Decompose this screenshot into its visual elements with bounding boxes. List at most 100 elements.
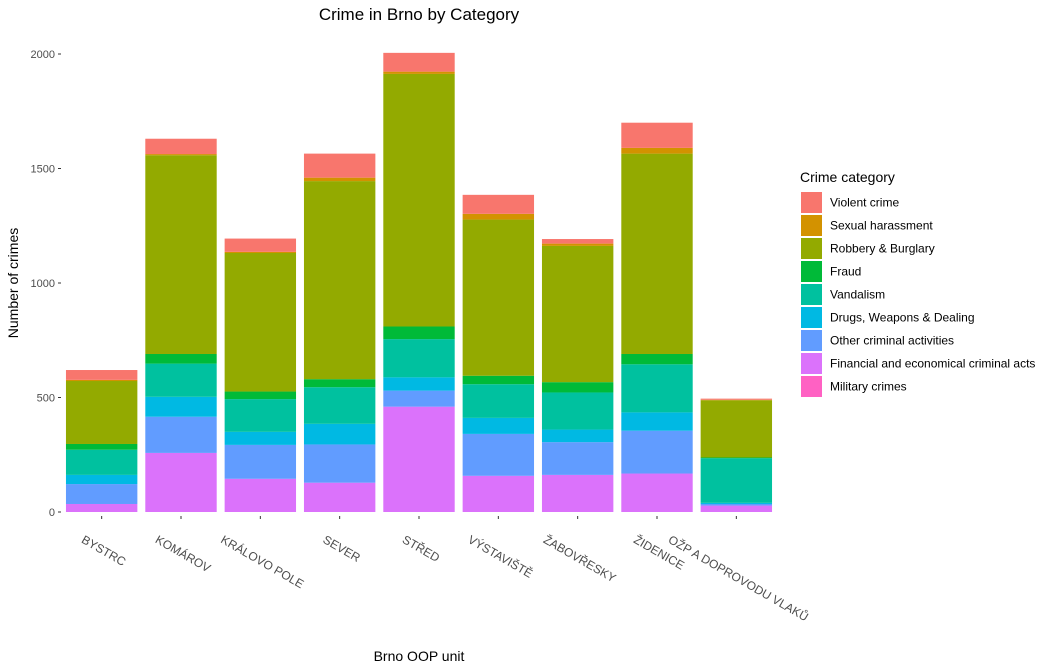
bar-segment	[224, 251, 297, 254]
bar-segment	[621, 147, 693, 154]
bar-segment	[145, 452, 217, 512]
bar-segment	[541, 245, 614, 383]
bar-segment	[224, 431, 297, 445]
bar-segment	[541, 429, 614, 443]
bar-segment	[383, 377, 455, 391]
x-tick-label: KRÁLOVO POLE	[218, 532, 306, 592]
y-axis: 0 500 1000 1500 2000	[31, 49, 61, 519]
bars-group	[65, 52, 773, 512]
y-tick-label: 2000	[31, 49, 55, 61]
bar-segment	[621, 473, 693, 512]
bar-segment	[224, 478, 297, 512]
x-tick-label: BYSTRC	[79, 532, 128, 569]
bar-segment	[541, 243, 614, 246]
chart-title: Crime in Brno by Category	[319, 5, 520, 24]
bar-segment	[303, 177, 376, 182]
bar-segment	[541, 474, 614, 512]
legend-swatch	[801, 353, 822, 374]
bar-segment	[65, 474, 138, 485]
bar-segment	[145, 363, 217, 397]
y-tick-label: 0	[49, 507, 55, 519]
legend-label: Sexual harassment	[830, 219, 933, 233]
legend-title: Crime category	[800, 169, 895, 185]
y-axis-title: Number of crimes	[5, 228, 21, 338]
legend: Crime category Violent crime Sexual haras…	[800, 169, 1035, 397]
bar-segment	[303, 181, 376, 380]
legend-swatch	[801, 238, 822, 259]
bar-segment	[621, 364, 693, 413]
bar-segment	[621, 153, 693, 354]
bar-segment	[462, 213, 535, 220]
bar-segment	[700, 503, 773, 506]
bar-segment	[303, 423, 376, 445]
bar-segment	[462, 375, 535, 385]
bar-segment	[383, 73, 455, 327]
bar-segment	[303, 153, 376, 178]
bar-segment	[541, 442, 614, 475]
bar-segment	[145, 154, 217, 156]
legend-swatch	[801, 215, 822, 236]
bar-segment	[383, 390, 455, 407]
bar-segment	[145, 138, 217, 155]
bar-segment	[700, 457, 773, 459]
bar-segment	[145, 353, 217, 364]
bar-segment	[65, 443, 138, 450]
bar-segment	[462, 219, 535, 376]
x-tick-label: SEVER	[321, 532, 364, 565]
bar-segment	[224, 253, 297, 392]
legend-swatch	[801, 307, 822, 328]
legend-swatch	[801, 376, 822, 397]
bar-segment	[383, 339, 455, 378]
bar-segment	[700, 400, 773, 458]
bar-segment	[224, 391, 297, 400]
bar-segment	[700, 458, 773, 503]
bar-segment	[541, 392, 614, 430]
bar-segment	[621, 412, 693, 431]
y-tick-label: 500	[37, 393, 55, 405]
bar-segment	[224, 399, 297, 432]
bar-segment	[65, 503, 138, 512]
legend-label: Vandalism	[830, 288, 885, 302]
legend-label: Robbery & Burglary	[830, 242, 935, 256]
bar-segment	[541, 382, 614, 393]
y-tick-label: 1000	[31, 278, 55, 290]
bar-segment	[700, 505, 773, 512]
bar-segment	[303, 387, 376, 424]
legend-swatch	[801, 284, 822, 305]
bar-segment	[383, 52, 455, 72]
bar-segment	[65, 370, 138, 380]
bar-segment	[65, 484, 138, 504]
bar-segment	[65, 381, 138, 444]
x-tick-label: VÝSTAVIŠTĚ	[466, 532, 536, 581]
bar-segment	[303, 379, 376, 388]
bar-segment	[303, 444, 376, 483]
legend-label: Fraud	[830, 265, 861, 279]
bar-segment	[462, 194, 535, 214]
legend-label: Other criminal activities	[830, 334, 954, 348]
bar-segment	[541, 239, 614, 244]
bar-segment	[700, 502, 773, 504]
x-tick-label: KOMÁROV	[153, 532, 214, 576]
legend-label: Military crimes	[830, 380, 907, 394]
x-tick-label: OŽP A DOPROVODU VLAKŮ	[666, 532, 811, 625]
bar-segment	[383, 326, 455, 340]
bar-segment	[224, 444, 297, 479]
bar-segment	[621, 122, 693, 148]
x-tick-label: ŽABOVŘESKY	[541, 532, 619, 586]
bar-segment	[462, 417, 535, 434]
bar-segment	[462, 475, 535, 512]
legend-swatch	[801, 261, 822, 282]
y-tick-label: 1500	[31, 164, 55, 176]
x-axis-title: Brno OOP unit	[374, 648, 465, 664]
bar-segment	[383, 406, 455, 512]
bar-segment	[462, 433, 535, 476]
legend-label: Financial and economical criminal acts	[830, 357, 1035, 371]
bar-segment	[621, 353, 693, 365]
legend-label: Drugs, Weapons & Dealing	[830, 311, 975, 325]
x-tick-label: STŘED	[400, 532, 443, 565]
bar-segment	[383, 71, 455, 74]
legend-swatch	[801, 330, 822, 351]
bar-segment	[700, 398, 773, 400]
legend-swatch	[801, 192, 822, 213]
